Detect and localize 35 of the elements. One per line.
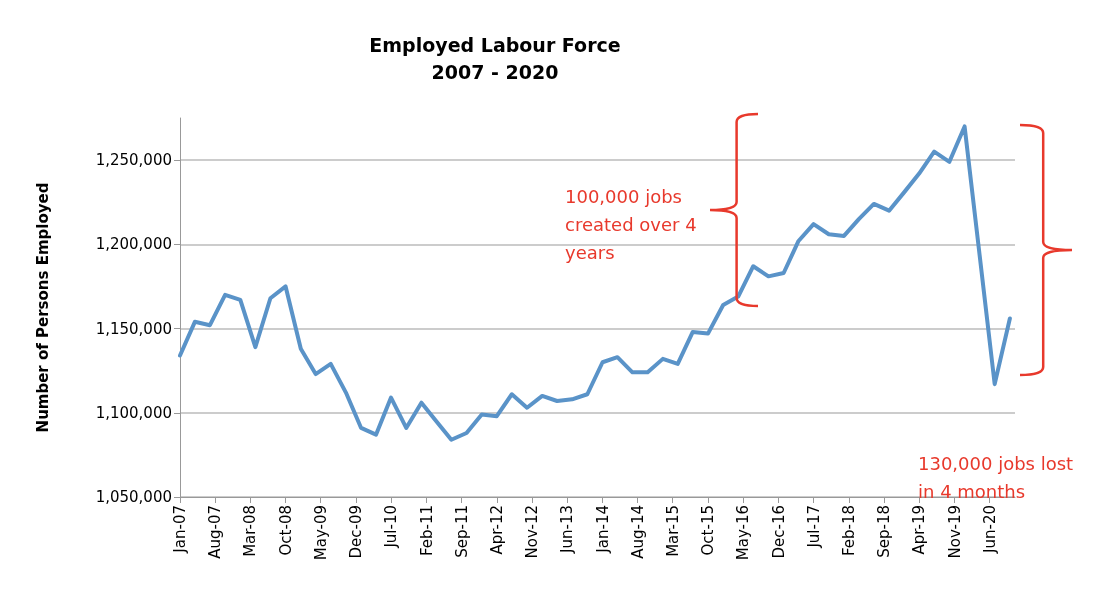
x-tick-label: Jul-17 (804, 505, 823, 549)
y-axis-title: Number of Persons Employed (33, 182, 52, 433)
x-tick-label: Dec-16 (769, 505, 788, 559)
x-tick-label: Nov-12 (523, 505, 542, 559)
x-tick-label: Jan-14 (593, 505, 612, 554)
x-tick-label: Feb-11 (417, 505, 436, 557)
x-tick-label: Jul-10 (382, 505, 401, 549)
x-tick-label: Oct-15 (698, 505, 717, 556)
y-tick-label: 1,100,000 (95, 403, 172, 422)
y-tick-label: 1,150,000 (95, 319, 172, 338)
x-tick-label: Dec-09 (346, 505, 365, 559)
x-tick-label: Apr-12 (487, 505, 506, 555)
line-series (178, 124, 1012, 442)
annotation: 130,000 jobs lost in 4 months (918, 452, 1075, 504)
y-tick-label: 1,200,000 (95, 235, 172, 254)
x-tick-label: Jan-07 (171, 505, 189, 554)
x-tick-label: May-16 (734, 505, 753, 561)
y-tick-label: 1,050,000 (95, 488, 172, 506)
x-tick-label: Feb-18 (840, 505, 859, 557)
x-tick-label: Jun-13 (558, 505, 577, 554)
chart-title: Employed Labour Force (369, 33, 621, 56)
x-tick-label: Aug-14 (628, 505, 647, 559)
annotation: 100,000 jobs created over 4 years (565, 185, 698, 265)
x-tick-label: Sep-11 (452, 505, 471, 558)
x-tick-label: Mar-15 (663, 505, 682, 557)
x-tick-label: May-09 (311, 505, 330, 561)
x-tick-label: Mar-08 (241, 505, 260, 557)
x-tick-label: Nov-19 (945, 505, 964, 559)
x-tick-label: Aug-07 (206, 505, 225, 559)
x-tick-label: Apr-19 (910, 505, 929, 555)
x-tick-label: Sep-18 (875, 505, 894, 558)
y-tick-label: 1,250,000 (95, 151, 172, 170)
x-tick-label: Jun-20 (980, 505, 999, 554)
x-tick-label: Oct-08 (276, 505, 295, 556)
chart-subtitle: 2007 - 2020 (431, 60, 559, 83)
